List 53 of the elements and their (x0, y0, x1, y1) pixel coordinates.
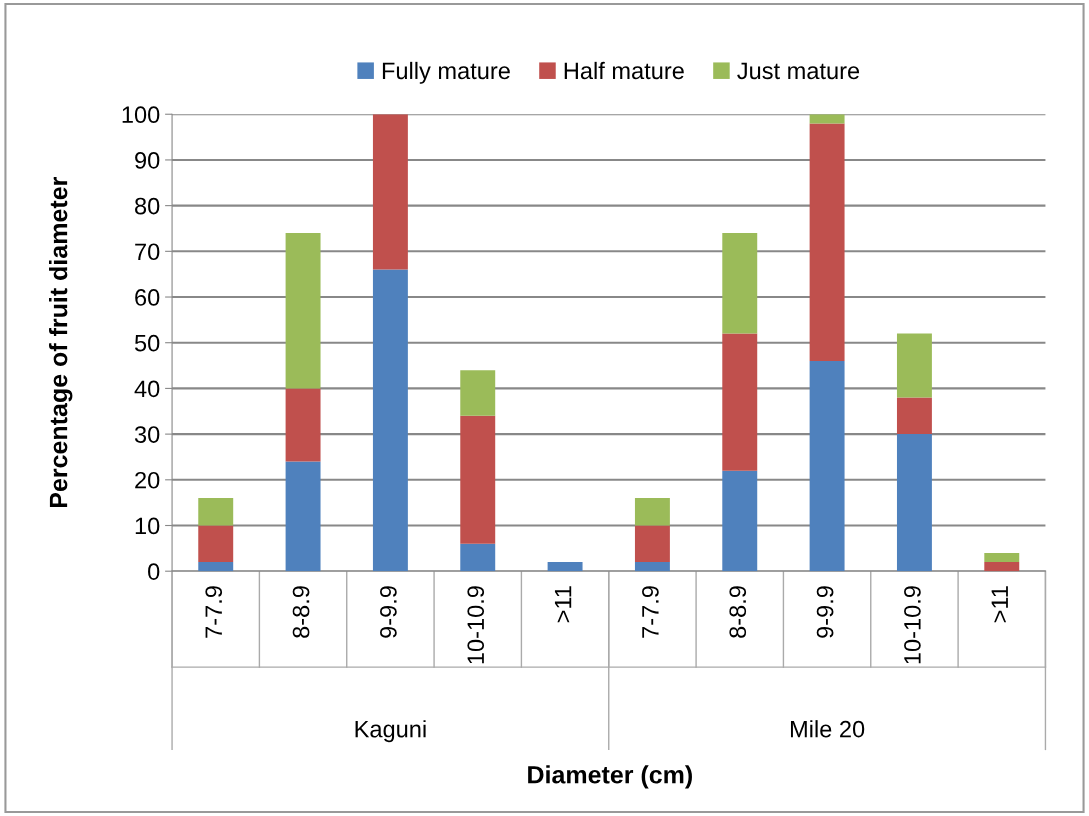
x-tick-label: 9-9.9 (380, 586, 397, 638)
text: Kaguni (355, 720, 426, 743)
x-tick-label: 10-10.9 (904, 586, 921, 664)
bar (372, 269, 408, 572)
bar (460, 543, 496, 572)
x-tick-label: >11 (554, 586, 572, 623)
x-tick-label: 10-10.9 (467, 586, 485, 664)
y-axis-title: Percentage of fruit diameter (49, 177, 73, 508)
bar (460, 415, 496, 544)
y-tick-label: 100 (122, 106, 160, 124)
x-tick-label: 9-9.9 (816, 586, 834, 638)
bar (285, 461, 321, 572)
x-tick-label: 8-8.9 (729, 586, 747, 638)
y-tick-label: 50 (134, 334, 160, 352)
bar (896, 333, 932, 398)
bar (722, 333, 758, 471)
bar (285, 388, 321, 462)
y-tick-label: 30 (134, 426, 160, 443)
y-tick-label: 60 (135, 289, 160, 306)
bar (722, 233, 758, 334)
x-tick-label: 8-8.9 (292, 586, 310, 638)
legend-label: Fully mature (382, 61, 510, 84)
y-tick-label: 40 (134, 380, 160, 398)
legend-label: Just mature (737, 62, 860, 80)
bar (198, 562, 234, 572)
bar (198, 498, 234, 526)
x-tick-label: >11 (991, 586, 1008, 623)
legend-label: Half mature (564, 61, 684, 80)
bar (198, 525, 234, 563)
bar (984, 562, 1020, 572)
bar (722, 470, 758, 572)
bar (896, 397, 932, 435)
y-tick-label: 70 (135, 243, 160, 261)
bar (809, 361, 845, 572)
bar (634, 525, 670, 563)
y-tick-label: 0 (148, 563, 160, 580)
y-tick-label: 20 (135, 471, 160, 489)
bar (460, 370, 496, 416)
y-tick-label: 10 (135, 517, 160, 535)
x-tick-label: 7-7.9 (205, 586, 223, 638)
bar (285, 233, 321, 389)
x-axis-title: Diameter (cm) (528, 765, 692, 789)
bar (372, 114, 408, 270)
y-tick-label: 80 (135, 197, 160, 215)
x-tick-label: 7-7.9 (642, 586, 659, 638)
y-tick-label: 90 (135, 152, 160, 169)
bar (634, 562, 670, 572)
bar (547, 562, 583, 572)
bar (634, 498, 670, 526)
text: Mile 20 (790, 720, 865, 738)
bar (809, 123, 845, 361)
bar (984, 552, 1020, 563)
bar (896, 434, 932, 572)
